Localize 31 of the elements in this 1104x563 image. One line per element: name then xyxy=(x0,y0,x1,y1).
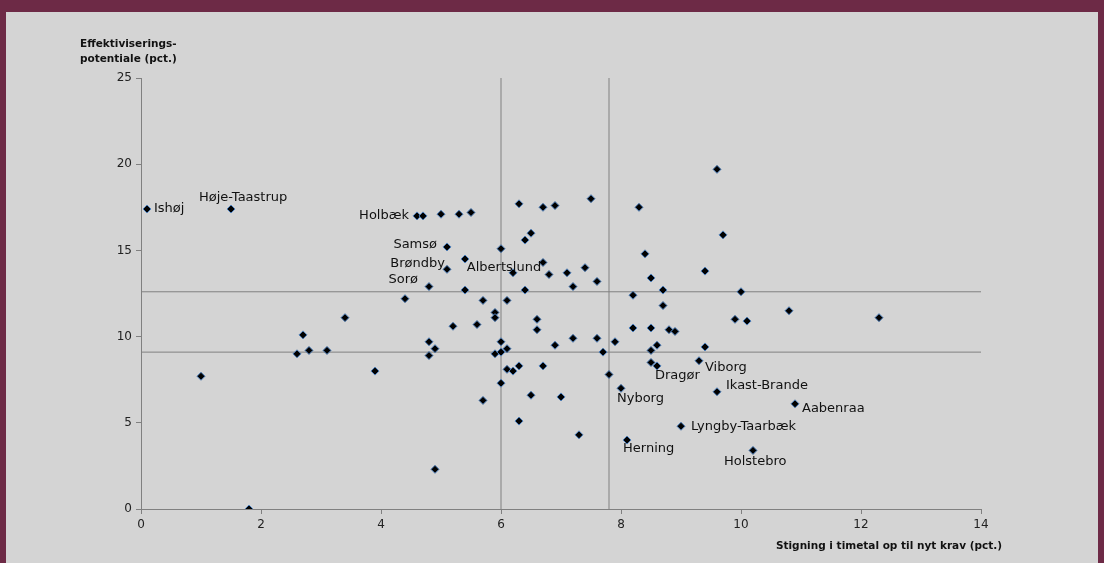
x-axis-title: Stigning i timetal op til nyt krav (pct.) xyxy=(775,539,1002,551)
x-tick-label: 0 xyxy=(137,517,145,532)
x-tick-label: 8 xyxy=(617,517,625,532)
annotation: Sorø xyxy=(388,270,419,286)
y-tick-label: 25 xyxy=(116,70,132,85)
annotation: Aabenraa xyxy=(802,400,865,416)
annotation: Nyborg xyxy=(617,389,664,405)
annotation: Ishøj xyxy=(154,200,185,216)
y-tick-label: 10 xyxy=(116,328,132,343)
annotation: Herning xyxy=(623,440,675,456)
y-axis-title: Effektiviserings- potentiale (pct.) xyxy=(80,36,177,66)
annotation: Lyngby-Taarbæk xyxy=(691,417,797,433)
annotation: Dragør xyxy=(655,367,701,383)
annotation: Viborg xyxy=(705,359,747,375)
y-tick-label: 20 xyxy=(116,156,132,171)
x-tick-label: 12 xyxy=(853,517,869,532)
x-tick-label: 2 xyxy=(257,517,265,532)
annotation: Albertslund xyxy=(466,259,542,275)
y-tick-label: 15 xyxy=(116,242,132,257)
annotation: Brøndby xyxy=(390,254,446,270)
x-tick-label: 6 xyxy=(497,517,505,532)
annotation: Samsø xyxy=(393,236,438,252)
y-tick-label: 5 xyxy=(124,414,132,429)
x-tick-label: 10 xyxy=(733,517,749,532)
y-tick-label: 0 xyxy=(124,501,132,516)
annotation: Ikast-Brande xyxy=(726,377,808,393)
annotation: Holstebro xyxy=(724,452,787,468)
x-tick-label: 14 xyxy=(973,517,989,532)
annotation: Holbæk xyxy=(359,207,410,223)
annotation: Høje-Taastrup xyxy=(199,189,288,205)
x-tick-label: 4 xyxy=(377,517,385,532)
